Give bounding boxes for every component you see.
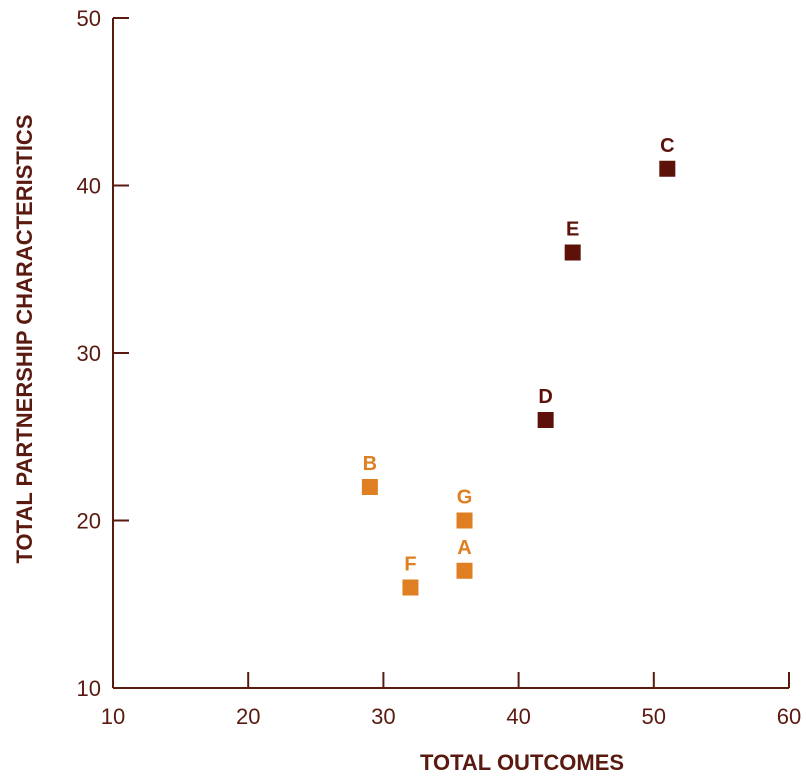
x-tick-label: 60 — [777, 704, 801, 729]
data-label-c: C — [660, 135, 674, 157]
x-tick-label: 20 — [236, 704, 260, 729]
data-point-d — [537, 412, 554, 428]
y-tick-label: 50 — [77, 6, 101, 31]
data-label-g: G — [457, 487, 473, 509]
data-point-f — [402, 579, 419, 596]
data-points: A B C D E F G — [361, 135, 676, 596]
data-point-g — [456, 512, 473, 529]
y-axis-title: TOTAL PARTNERSHIP CHARACTERISTICS — [12, 115, 37, 564]
x-axis-ticks: 10 20 30 40 50 60 — [101, 672, 801, 729]
x-tick-label: 40 — [506, 704, 530, 729]
y-axis-ticks: 10 20 30 40 50 — [77, 6, 129, 701]
x-tick-label: 30 — [371, 704, 395, 729]
data-label-e: E — [566, 219, 579, 241]
data-point-a — [456, 562, 473, 579]
x-tick-label: 50 — [642, 704, 666, 729]
y-tick-label: 20 — [77, 509, 101, 534]
y-tick-label: 40 — [77, 174, 101, 199]
data-label-f: F — [404, 554, 416, 576]
y-tick-label: 30 — [77, 341, 101, 366]
data-point-e — [564, 244, 581, 261]
x-tick-label: 10 — [101, 704, 125, 729]
x-axis-title: TOTAL OUTCOMES — [420, 750, 624, 775]
data-point-b — [361, 479, 378, 495]
data-label-a: A — [457, 537, 471, 559]
data-point-c — [659, 160, 676, 177]
y-tick-label: 10 — [77, 676, 101, 701]
data-label-d: D — [538, 386, 552, 408]
data-label-b: B — [363, 453, 377, 475]
axes — [112, 18, 789, 689]
